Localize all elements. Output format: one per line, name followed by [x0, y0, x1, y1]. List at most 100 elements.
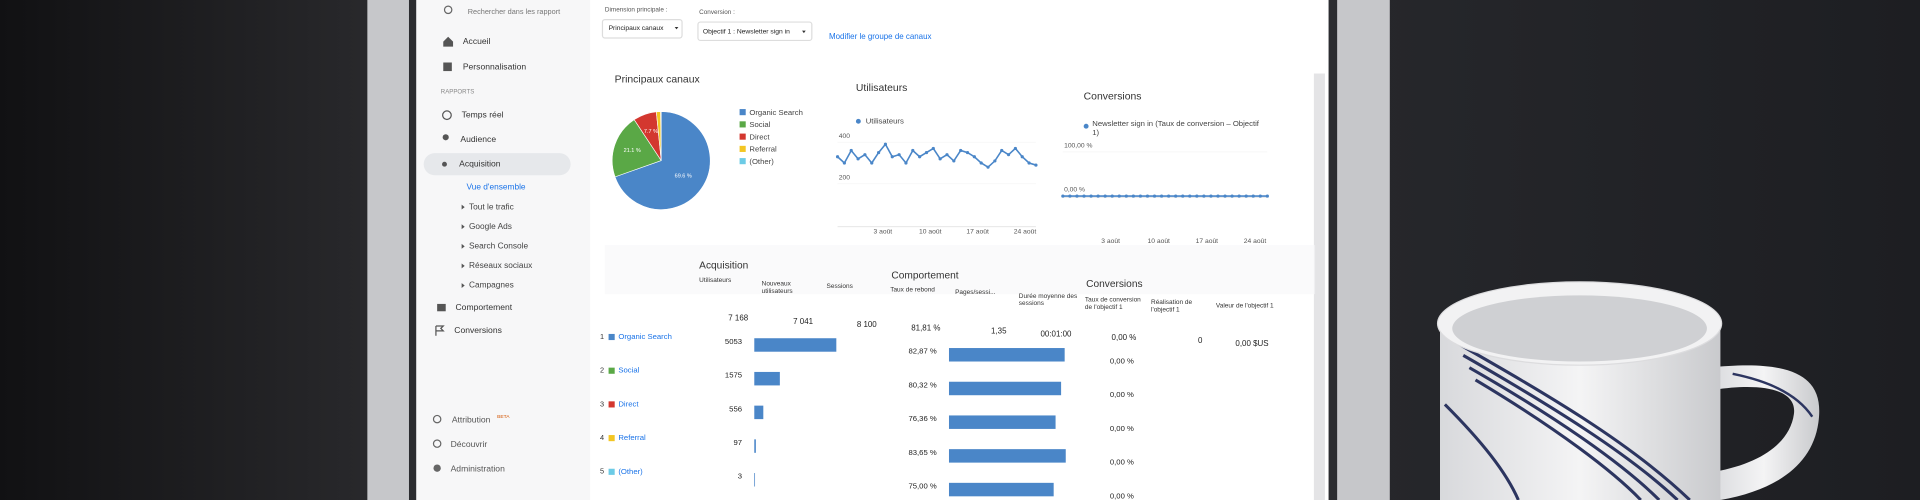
- legend-label: Social: [749, 120, 770, 129]
- series-point: [1117, 194, 1121, 198]
- row-channel[interactable]: Referral: [618, 433, 646, 442]
- legend-dot: [855, 118, 861, 124]
- conversions-icon: [435, 325, 445, 336]
- chart-title: Utilisateurs: [856, 83, 907, 94]
- nav-item[interactable]: Comportement: [456, 302, 513, 312]
- row-swatch: [608, 401, 615, 408]
- series-point: [1202, 194, 1206, 198]
- bounce-bar: [948, 482, 1054, 497]
- series-point: [1251, 194, 1255, 198]
- nav-item[interactable]: Accueil: [463, 36, 491, 46]
- series-point: [1082, 194, 1086, 198]
- series-point: [931, 146, 935, 150]
- column-header: Taux de rebond: [890, 286, 935, 294]
- series-point: [952, 159, 956, 163]
- row-channel[interactable]: Organic Search: [618, 332, 672, 341]
- nav-subitem[interactable]: Google Ads: [469, 221, 512, 231]
- nav-item[interactable]: Audience: [460, 134, 496, 144]
- series-point: [1110, 194, 1114, 198]
- nav-item[interactable]: Attribution: [452, 415, 491, 425]
- row-rank: 4: [600, 433, 604, 442]
- series-point: [1167, 194, 1171, 198]
- legend-label: Referral: [749, 145, 777, 154]
- toolbar-label: Conversion :: [699, 9, 735, 16]
- slice-label: 7.7 %: [644, 129, 658, 135]
- row-swatch: [608, 435, 615, 442]
- nav-item[interactable]: Personnalisation: [463, 62, 527, 72]
- column-header: Pages/sessi...: [955, 289, 996, 298]
- legend-swatch: [739, 121, 746, 128]
- x-tick-label: 3 août: [874, 228, 893, 235]
- total-value: 8 100: [857, 320, 877, 329]
- series-point: [1152, 194, 1157, 198]
- dropdown-text[interactable]: Principaux canaux: [609, 25, 665, 32]
- realtime-icon: [442, 110, 452, 121]
- nav-subitem[interactable]: Campagnes: [469, 280, 514, 290]
- series-point: [1145, 194, 1150, 198]
- dimension-dropdown[interactable]: [601, 18, 683, 39]
- nav-section: RAPPORTS: [441, 89, 474, 96]
- nav-item[interactable]: Découvrir: [451, 439, 488, 449]
- series-point: [1258, 194, 1262, 198]
- series-point: [835, 155, 840, 159]
- link[interactable]: Modifier le groupe de canaux: [829, 32, 932, 41]
- series-point: [897, 153, 901, 157]
- group-title: Conversions: [1086, 279, 1142, 290]
- conversion-dropdown[interactable]: [697, 21, 813, 42]
- legend-dot: [1083, 123, 1089, 129]
- nav-subitem[interactable]: Vue d'ensemble: [467, 182, 526, 192]
- y-tick-label: 0,00 %: [1064, 187, 1085, 194]
- column-header: Sessions: [826, 283, 853, 291]
- nav-subitem[interactable]: Search Console: [469, 241, 528, 251]
- mug-inside: [1452, 295, 1707, 362]
- total-value: 0,00 %: [1112, 333, 1137, 342]
- series-point: [1020, 155, 1024, 159]
- pie-title: Principaux canaux: [615, 74, 701, 85]
- series-point: [1265, 194, 1269, 198]
- attribution-icon: [432, 414, 442, 424]
- x-tick-label: 10 août: [1148, 238, 1171, 245]
- column-header-box: Valeur de l'objectif 1: [1215, 302, 1274, 310]
- row-rank: 2: [600, 366, 604, 375]
- dropdown-text[interactable]: Objectif 1 : Newsletter sign in: [703, 29, 790, 36]
- series-point: [1244, 194, 1248, 198]
- nav-item[interactable]: Acquisition: [459, 158, 501, 168]
- series-point: [1159, 194, 1164, 198]
- y-tick-label: 400: [839, 133, 850, 140]
- column-header: Durée moyenne des sessions: [1018, 292, 1078, 308]
- row-rank: 3: [600, 399, 604, 408]
- column-header-box: Taux de rebond: [890, 286, 935, 294]
- series-point: [1013, 146, 1017, 150]
- nav-item[interactable]: Temps réel: [462, 109, 504, 119]
- series-point: [1034, 163, 1038, 167]
- total-value: 7 168: [728, 314, 748, 323]
- row-swatch: [608, 468, 615, 475]
- series-point: [911, 148, 915, 153]
- nav-item[interactable]: Administration: [451, 464, 505, 474]
- row-bounce: 80,32 %: [908, 380, 936, 389]
- nav-arrow: [461, 243, 465, 249]
- column-header-box: Pages/sessi...: [955, 289, 996, 298]
- row-conv-rate: 0,00 %: [1110, 424, 1134, 433]
- row-channel[interactable]: Direct: [618, 399, 639, 408]
- nav-arrow: [461, 283, 465, 288]
- home-icon: [443, 36, 454, 47]
- total-value: 0: [1198, 336, 1203, 345]
- users-bar: [754, 405, 764, 420]
- nav-subitem[interactable]: Réseaux sociaux: [469, 260, 533, 270]
- row-channel[interactable]: Social: [618, 366, 639, 375]
- legend-swatch: [739, 145, 746, 152]
- total-value: 81,81 %: [911, 323, 940, 332]
- series-point: [1237, 194, 1241, 198]
- total-value: 7 041: [793, 317, 813, 326]
- column-header: Utilisateurs: [699, 276, 732, 285]
- column-header: Valeur de l'objectif 1: [1215, 302, 1274, 310]
- users-bar: [754, 371, 780, 386]
- scrollbar: [1313, 73, 1325, 500]
- nav-subitem[interactable]: Tout le trafic: [469, 201, 514, 211]
- series-point: [1068, 194, 1072, 198]
- nav-item[interactable]: Conversions: [454, 325, 502, 335]
- active-item-bg: [423, 153, 571, 176]
- row-channel[interactable]: (Other): [618, 467, 643, 476]
